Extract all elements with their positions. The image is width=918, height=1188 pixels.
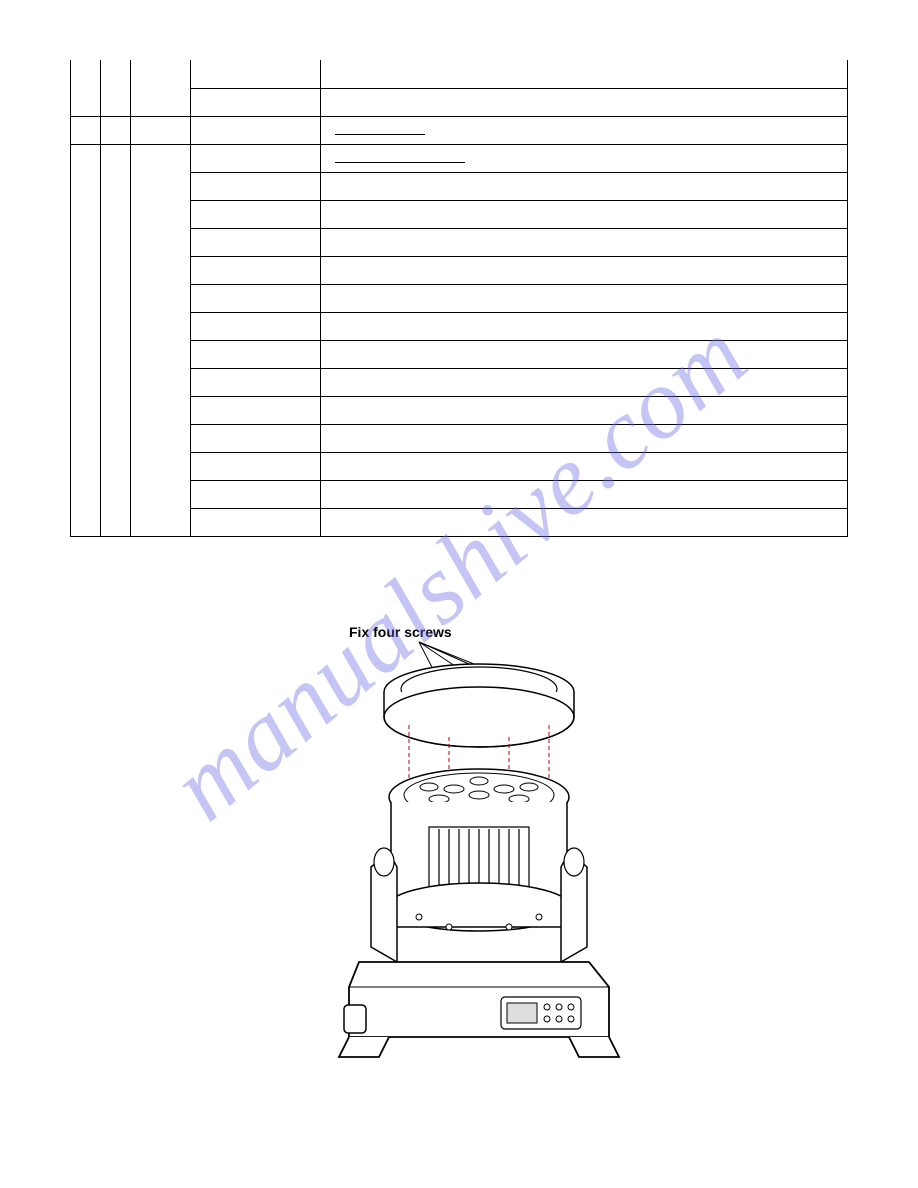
illustration-label: Fix four screws (349, 624, 452, 640)
cell (131, 116, 191, 144)
cell (321, 368, 848, 396)
cell (191, 228, 321, 256)
cell (71, 144, 101, 536)
cell (321, 88, 848, 116)
cell (131, 60, 191, 88)
cell (191, 200, 321, 228)
cell (101, 60, 131, 88)
cell (71, 116, 101, 144)
cell (321, 312, 848, 340)
cell (191, 312, 321, 340)
cell (191, 172, 321, 200)
cell (321, 424, 848, 452)
cell (321, 452, 848, 480)
cell (191, 88, 321, 116)
cell (191, 60, 321, 88)
table-row (71, 88, 848, 116)
cell (191, 284, 321, 312)
table-row (71, 116, 848, 144)
cell (321, 396, 848, 424)
table-row (71, 60, 848, 88)
cell (191, 144, 321, 172)
cell (321, 228, 848, 256)
cell (321, 340, 848, 368)
cell (191, 256, 321, 284)
cell (131, 144, 191, 536)
cell (321, 284, 848, 312)
cell (71, 88, 101, 116)
cell (191, 452, 321, 480)
cell (101, 144, 131, 536)
device-illustration: Fix four screws (70, 617, 848, 1080)
cell (191, 480, 321, 508)
cell (101, 88, 131, 116)
cell (191, 424, 321, 452)
cell (191, 368, 321, 396)
table-row (71, 144, 848, 172)
spec-table (70, 60, 848, 537)
cell (101, 116, 131, 144)
cell (321, 172, 848, 200)
cell-underline (321, 144, 848, 172)
cell (131, 88, 191, 116)
cell (191, 340, 321, 368)
cell (321, 256, 848, 284)
cell (191, 116, 321, 144)
cell-underline (321, 116, 848, 144)
cell (321, 508, 848, 536)
cell (321, 60, 848, 88)
cell (321, 200, 848, 228)
cell (191, 396, 321, 424)
cell (191, 508, 321, 536)
cell (321, 480, 848, 508)
cell (71, 60, 101, 88)
